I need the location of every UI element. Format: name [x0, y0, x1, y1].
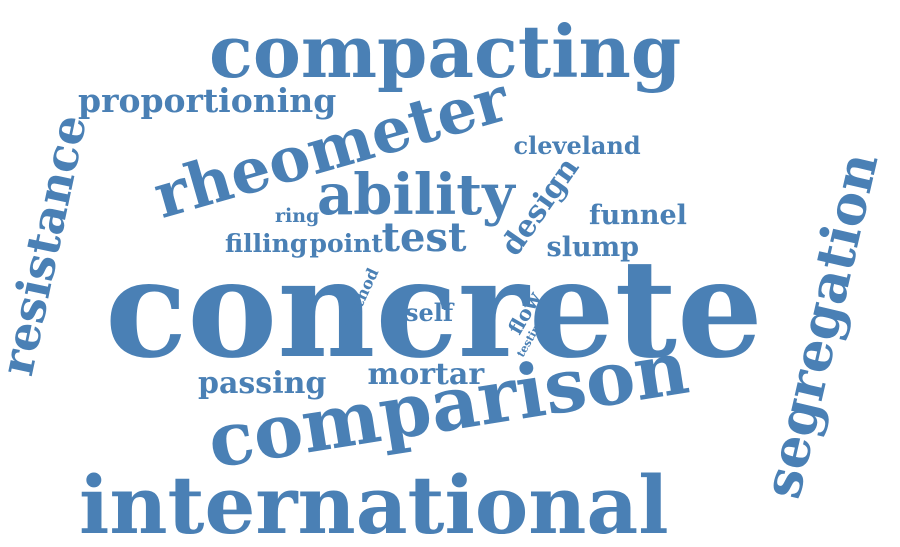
word-point: point [309, 228, 383, 258]
word-proportioning: proportioning [78, 80, 337, 120]
word-ring: ring [275, 204, 320, 227]
word-filling: filling [225, 228, 308, 258]
word-compacting: compacting [209, 9, 682, 94]
word-resistance: resistance [0, 110, 97, 380]
word-test: test [381, 214, 467, 261]
word-passing: passing [198, 366, 327, 401]
word-self: self [405, 298, 454, 327]
word-funnel: funnel [589, 199, 687, 231]
word-cleveland: cleveland [513, 131, 641, 160]
word-international: international [79, 458, 669, 547]
word-concrete: concrete [105, 228, 763, 388]
word-slump: slump [546, 231, 640, 263]
word-segregation: segregation [750, 146, 891, 504]
word-mortar: mortar [367, 357, 485, 392]
word-ability: ability [317, 162, 515, 228]
